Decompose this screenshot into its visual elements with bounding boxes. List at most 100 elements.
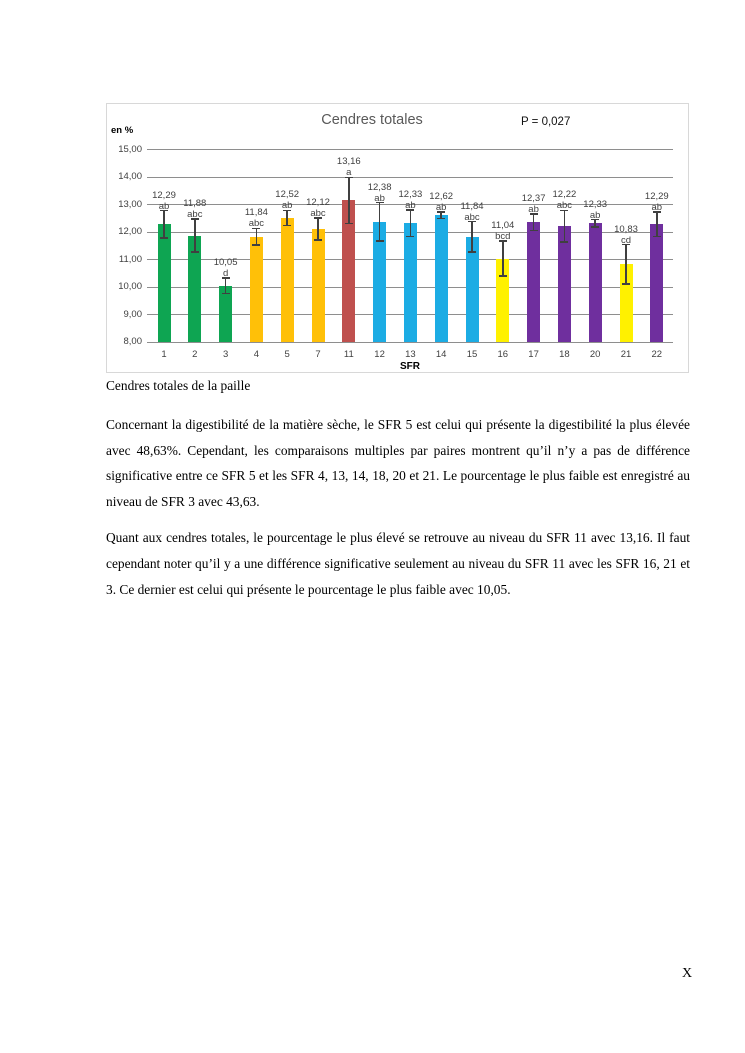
gridline — [147, 176, 673, 178]
x-tick-label: 12 — [374, 349, 385, 360]
bar-significance-letters: ab — [158, 200, 170, 212]
bar-value-label: 12,37 ab — [510, 193, 558, 215]
paragraph-1: Concernant la digestibilité de la matièr… — [106, 417, 690, 509]
x-tick-label: 18 — [559, 349, 570, 360]
bar-significance-letters: ab — [651, 201, 663, 213]
bar — [249, 236, 263, 342]
bar-significance-letters: cd — [620, 234, 632, 246]
error-bar — [625, 244, 627, 285]
bar — [650, 224, 664, 342]
error-bar-cap — [437, 217, 446, 220]
bar-significance-letters: ab — [374, 192, 385, 204]
bar-value-text: 10,05 — [213, 257, 238, 269]
error-bar-cap — [622, 283, 630, 285]
x-tick-label: 4 — [253, 349, 260, 360]
bar-value-label: 12,29 ab — [140, 190, 188, 212]
x-tick-label: 17 — [528, 349, 539, 360]
error-bar — [594, 219, 596, 227]
x-tick-label: 21 — [620, 349, 632, 360]
error-bar-cap — [622, 243, 630, 246]
bar — [588, 223, 602, 342]
bar — [280, 218, 294, 342]
bar-value-label: 10,83 cd — [602, 224, 650, 246]
x-tick-label: 14 — [435, 349, 447, 360]
x-tick-label: 15 — [466, 349, 478, 360]
bar-value-text: 12,33 — [398, 189, 423, 201]
y-tick-label: 14,00 — [118, 171, 142, 183]
error-bar — [348, 177, 350, 224]
error-bar-cap — [314, 239, 322, 241]
bar-significance-letters: abc — [556, 200, 573, 212]
error-bar-cap — [344, 176, 353, 179]
bar-value-label: 11,84 abc — [448, 201, 496, 223]
bar — [434, 215, 448, 342]
error-bar-cap — [406, 209, 415, 211]
gridline — [147, 204, 673, 206]
x-tick-label: 22 — [651, 349, 663, 360]
bar-value-label: 12,29 ab — [633, 191, 681, 213]
error-bar-cap — [498, 275, 507, 277]
error-bar-cap — [375, 201, 384, 204]
error-bar-cap — [314, 217, 322, 219]
error-bar-cap — [190, 251, 199, 253]
bar-value-label: 12,33 ab — [386, 189, 434, 211]
gridline — [147, 341, 673, 343]
y-tick-label: 10,00 — [118, 281, 142, 293]
bar — [188, 235, 202, 342]
error-bar — [409, 210, 412, 237]
error-bar-cap — [498, 240, 507, 242]
x-tick-label: 5 — [284, 349, 290, 360]
bar-value-text: 12,37 — [521, 192, 546, 204]
bar-significance-letters: abc — [464, 211, 480, 223]
bar — [311, 228, 325, 342]
chart-figure: Cendres totales P = 0,027 en % 8,00 9,00 1… — [106, 103, 689, 373]
error-bar-cap — [591, 218, 600, 221]
plot-area: 8,00 9,00 10,00 11,00 12,00 13,00 14,00 15,00 12… — [107, 104, 688, 372]
error-bar-cap — [252, 244, 261, 246]
error-bar-cap — [344, 222, 353, 225]
page-number: X — [681, 966, 693, 981]
error-bar — [286, 210, 288, 226]
bar — [403, 223, 417, 342]
y-tick-label: 13,00 — [118, 198, 142, 210]
error-bar — [317, 218, 319, 240]
bar-value-label: 12,12 abc — [294, 197, 342, 219]
error-bar-cap — [437, 211, 446, 213]
error-bar — [563, 210, 566, 243]
bar-significance-letters: ab — [589, 209, 601, 221]
bar-value-label: 11,04 bcd — [479, 220, 527, 242]
bar-value-text: 12,12 — [306, 197, 330, 209]
error-bar — [502, 241, 504, 277]
error-bar — [163, 210, 165, 239]
error-bar-cap — [221, 292, 230, 295]
bar-value-label: 11,84 abc — [232, 207, 280, 229]
error-bar — [532, 213, 535, 231]
bar-value-text: 13,16 — [336, 156, 361, 168]
x-tick-label: 3 — [222, 349, 229, 360]
error-bar-cap — [468, 220, 476, 223]
error-bar-cap — [160, 237, 168, 239]
bar-value-text: 12,38 — [367, 181, 392, 193]
x-axis-label: SFR — [400, 361, 420, 372]
error-bar-cap — [375, 240, 384, 242]
y-tick-label: 12,00 — [118, 226, 142, 238]
y-tick-label: 8,00 — [123, 336, 143, 347]
x-tick-label: 13 — [405, 349, 416, 360]
bar-significance-letters: ab — [405, 200, 416, 212]
bar-value-label: 10,05 d — [202, 257, 250, 279]
bar — [342, 200, 356, 342]
bar-value-text: 10,83 — [614, 223, 638, 235]
error-bar-cap — [283, 209, 292, 212]
bar — [219, 285, 233, 342]
bar-value-label: 12,33 ab — [571, 199, 619, 221]
figure-caption: Cendres totales de la paille — [106, 378, 251, 393]
bar-value-label: 12,52 ab — [263, 189, 311, 211]
bar-value-label: 12,22 abc — [540, 189, 588, 211]
bar-value-label: 12,38 ab — [356, 182, 404, 204]
error-bar-cap — [160, 209, 168, 212]
error-bar — [224, 278, 227, 294]
bar-value-text: 11,04 — [491, 220, 515, 232]
bar-value-text: 12,29 — [152, 189, 176, 201]
bar — [465, 236, 479, 342]
